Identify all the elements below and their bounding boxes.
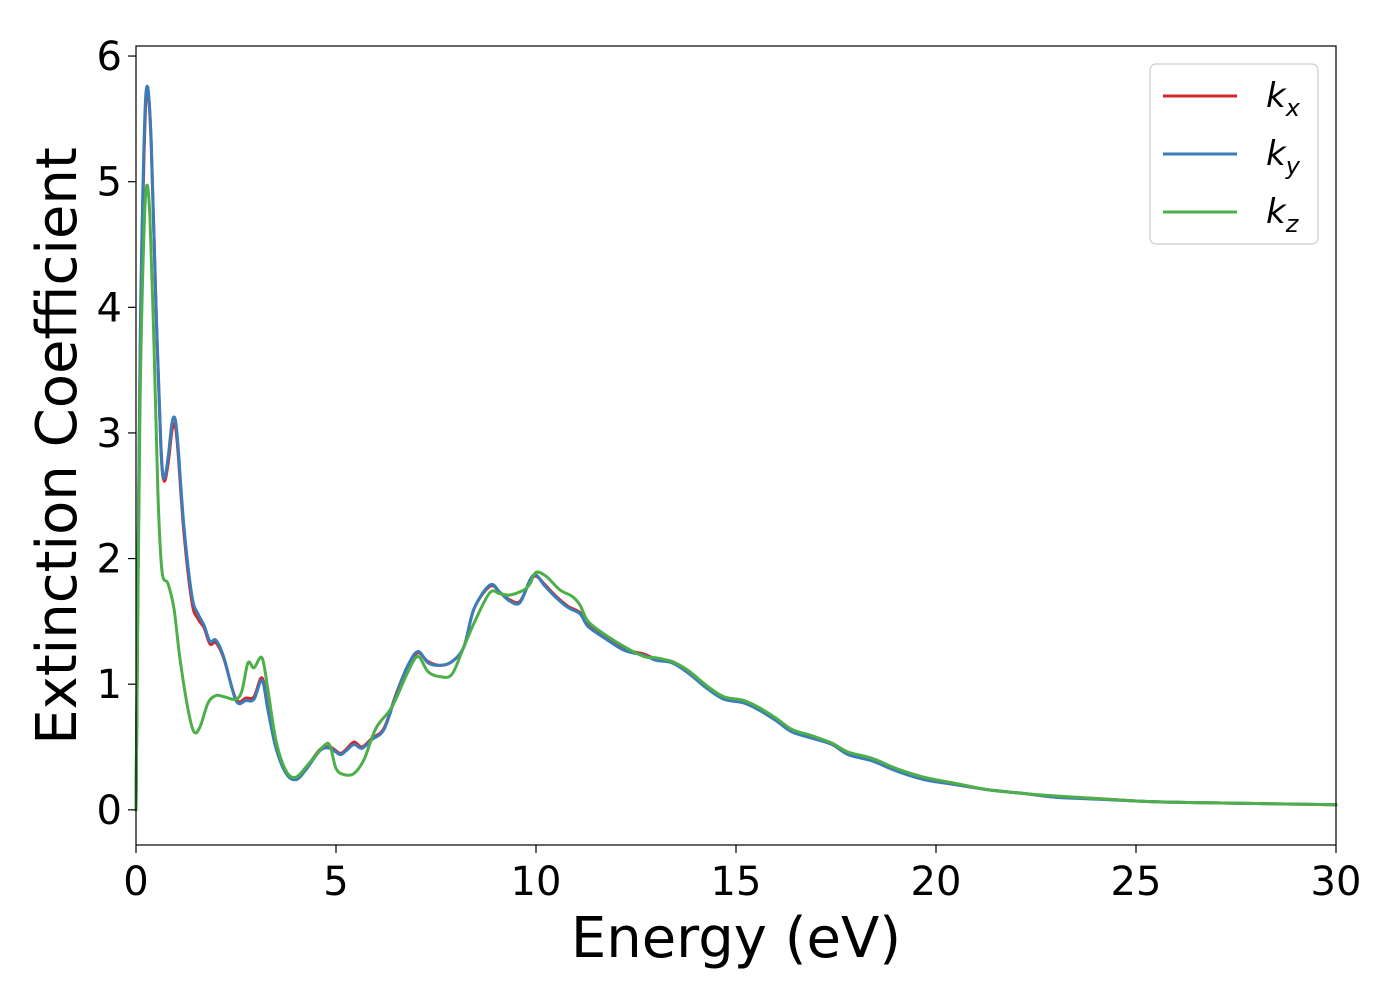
legend-label-subscript: z xyxy=(1285,210,1300,238)
y-tick-label: 6 xyxy=(97,34,122,80)
x-tick-label: 15 xyxy=(711,859,762,905)
y-axis-title: Extinction Coefficient xyxy=(25,147,90,745)
legend-label-subscript: y xyxy=(1285,152,1301,180)
legend-label-kx: kx xyxy=(1266,76,1301,122)
legend-label-main: k xyxy=(1266,134,1287,174)
y-tick-label: 5 xyxy=(97,160,122,206)
x-tick-label: 30 xyxy=(1311,859,1362,905)
y-tick-label: 4 xyxy=(97,285,122,331)
y-axis-ticks: 0 1 2 3 4 5 6 xyxy=(97,34,136,834)
legend-label-kz: kz xyxy=(1266,192,1300,238)
series-layer xyxy=(134,84,1338,812)
x-tick-label: 10 xyxy=(511,859,562,905)
legend-label-main: k xyxy=(1266,192,1287,232)
y-tick-label: 2 xyxy=(97,537,122,583)
x-tick-label: 0 xyxy=(123,859,148,905)
x-tick-label: 5 xyxy=(323,859,348,905)
legend-label-ky: ky xyxy=(1266,134,1301,180)
legend-label-subscript: x xyxy=(1285,94,1301,122)
series-line-ky xyxy=(134,84,1338,812)
plot-background xyxy=(136,46,1336,845)
x-axis-title: Energy (eV) xyxy=(571,906,901,971)
x-axis-ticks: 0 5 10 15 20 25 30 xyxy=(123,845,1361,905)
x-tick-label: 20 xyxy=(911,859,962,905)
x-tick-label: 25 xyxy=(1111,859,1162,905)
y-tick-label: 1 xyxy=(97,662,122,708)
series-line-kz xyxy=(134,183,1338,812)
y-tick-label: 3 xyxy=(97,411,122,457)
legend-label-main: k xyxy=(1266,76,1287,116)
y-tick-label: 0 xyxy=(97,788,122,834)
